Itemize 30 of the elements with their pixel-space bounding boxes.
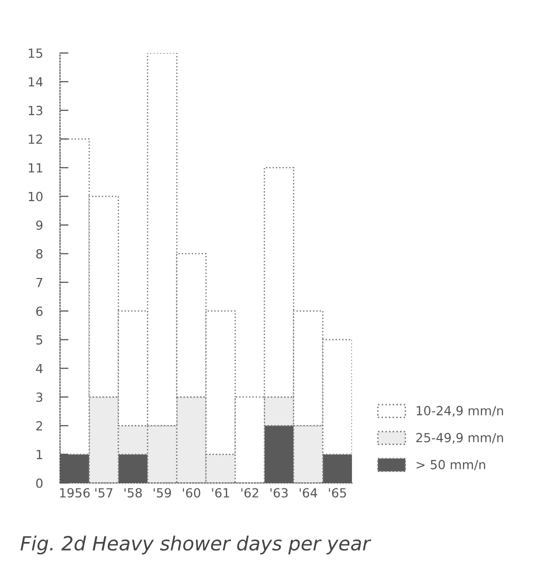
x-tick-label: '64: [300, 488, 318, 498]
legend-label: > 50 mm/n: [416, 460, 486, 470]
x-tick-label: '57: [95, 488, 112, 498]
y-tick-label: 12: [28, 134, 42, 144]
y-tick-label: 9: [36, 220, 42, 230]
x-tick-label: '58: [124, 488, 142, 498]
y-tick-label: 13: [28, 106, 42, 116]
y-tick-label: 8: [36, 249, 42, 259]
y-tick-label: 14: [28, 77, 43, 86]
y-tick-label: 10: [28, 192, 43, 202]
y-tick-label: 15: [28, 48, 42, 58]
x-tick-label: '59: [154, 488, 171, 498]
y-tick-label: 4: [36, 364, 43, 374]
y-tick-label: 0: [36, 478, 43, 488]
x-tick-label: '65: [328, 488, 346, 498]
x-tick-label: 1956: [60, 488, 90, 498]
y-tick-label: 2: [36, 421, 42, 430]
text: Fig. 2d Heavy shower days per year: [20, 536, 372, 554]
y-tick-label: 7: [36, 278, 42, 288]
x-tick-label: '61: [212, 488, 230, 498]
legend-label: 10-24,9 mm/n: [416, 406, 503, 417]
y-tick-label: 3: [36, 392, 42, 402]
x-tick-label: '63: [270, 488, 288, 498]
x-tick-label: '60: [182, 488, 200, 498]
x-tick-label: '62: [241, 488, 258, 498]
y-tick-label: 11: [28, 163, 42, 172]
y-tick-label: 1: [36, 450, 42, 460]
y-tick-label: 6: [36, 306, 43, 316]
legend-label: 25-49,9 mm/n: [416, 432, 503, 444]
y-tick-label: 5: [36, 335, 42, 345]
